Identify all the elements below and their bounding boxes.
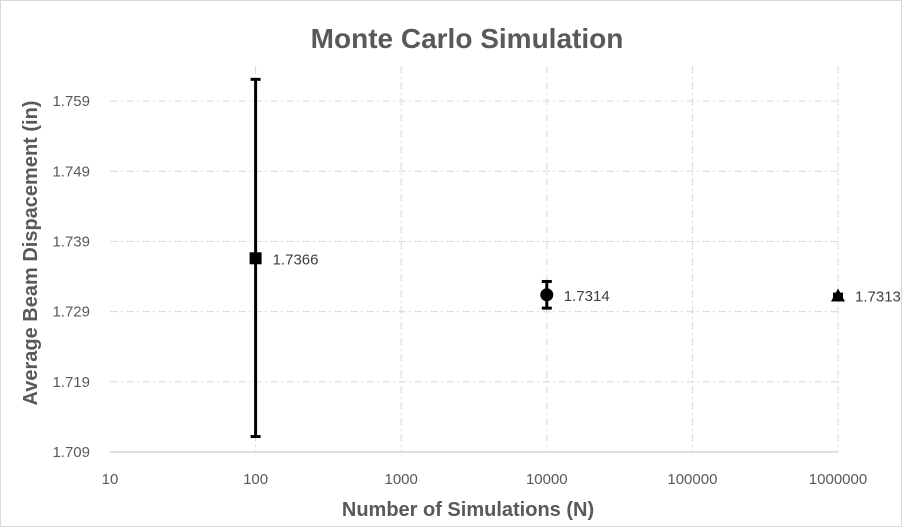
x-tick-label: 100000 bbox=[667, 471, 717, 488]
y-tick-label: 1.729 bbox=[52, 304, 90, 321]
x-tick-label: 1000 bbox=[385, 471, 418, 488]
y-tick-label: 1.739 bbox=[52, 233, 90, 250]
y-tick-label: 1.709 bbox=[52, 444, 90, 461]
data-label: 1.7314 bbox=[564, 288, 610, 305]
x-tick-label: 1000000 bbox=[809, 471, 867, 488]
data-point-square bbox=[249, 252, 262, 265]
data-point-circle bbox=[540, 288, 554, 302]
data-labels: 1.7366 1.7314 1.7313 bbox=[273, 251, 901, 305]
y-axis-ticks: 1.709 1.719 1.729 1.739 1.749 1.759 bbox=[52, 93, 90, 461]
chart-title: Monte Carlo Simulation bbox=[311, 23, 624, 54]
x-axis-ticks: 10 100 1000 10000 100000 1000000 bbox=[102, 471, 868, 488]
data-point-triangle bbox=[831, 288, 845, 302]
y-tick-label: 1.719 bbox=[52, 374, 90, 391]
y-tick-label: 1.749 bbox=[52, 163, 90, 180]
x-tick-label: 10000 bbox=[526, 471, 568, 488]
x-tick-label: 10 bbox=[102, 471, 119, 488]
y-tick-label: 1.759 bbox=[52, 93, 90, 110]
data-label: 1.7366 bbox=[273, 251, 319, 268]
data-label: 1.7313 bbox=[855, 288, 901, 305]
y-axis-title: Average Beam Dispacement (in) bbox=[20, 101, 42, 406]
x-tick-label: 100 bbox=[243, 471, 268, 488]
grid bbox=[110, 66, 839, 452]
data-points bbox=[249, 252, 845, 302]
x-axis-title: Number of Simulations (N) bbox=[342, 499, 594, 521]
